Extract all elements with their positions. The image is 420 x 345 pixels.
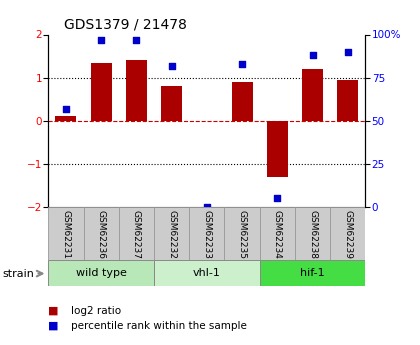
Point [274,196,281,201]
Text: GSM62237: GSM62237 [132,210,141,259]
Bar [55,117,76,121]
Text: GSM62235: GSM62235 [238,210,247,259]
Bar [119,207,154,260]
Bar [154,207,189,260]
Text: GDS1379 / 21478: GDS1379 / 21478 [64,18,187,32]
Text: GSM62239: GSM62239 [343,210,352,259]
Text: GSM62236: GSM62236 [97,210,106,259]
Point [168,63,175,68]
Text: strain: strain [2,269,34,278]
Text: vhl-1: vhl-1 [193,268,221,278]
Point [203,204,210,210]
Bar [126,60,147,121]
Bar [161,86,182,121]
Bar [337,80,358,121]
Text: GSM62233: GSM62233 [202,210,211,259]
Point [309,52,316,58]
Bar [224,207,260,260]
Text: wild type: wild type [76,268,126,278]
Bar [154,260,260,286]
Bar [260,260,365,286]
Point [63,106,69,111]
Bar [231,82,253,121]
Bar [260,207,295,260]
Bar [84,207,119,260]
Bar [91,62,112,121]
Bar [267,121,288,177]
Text: GSM62231: GSM62231 [61,210,71,259]
Text: GSM62234: GSM62234 [273,210,282,258]
Bar [48,207,84,260]
Bar [330,207,365,260]
Text: log2 ratio: log2 ratio [71,306,121,315]
Text: ■: ■ [48,321,59,331]
Bar [189,207,224,260]
Text: hif-1: hif-1 [300,268,325,278]
Point [239,61,245,67]
Bar [302,69,323,121]
Text: percentile rank within the sample: percentile rank within the sample [71,321,247,331]
Text: GSM62232: GSM62232 [167,210,176,258]
Bar [295,207,330,260]
Text: ■: ■ [48,306,59,315]
Point [344,49,351,55]
Bar [48,260,154,286]
Point [133,37,140,42]
Point [98,37,105,42]
Text: GSM62238: GSM62238 [308,210,317,259]
